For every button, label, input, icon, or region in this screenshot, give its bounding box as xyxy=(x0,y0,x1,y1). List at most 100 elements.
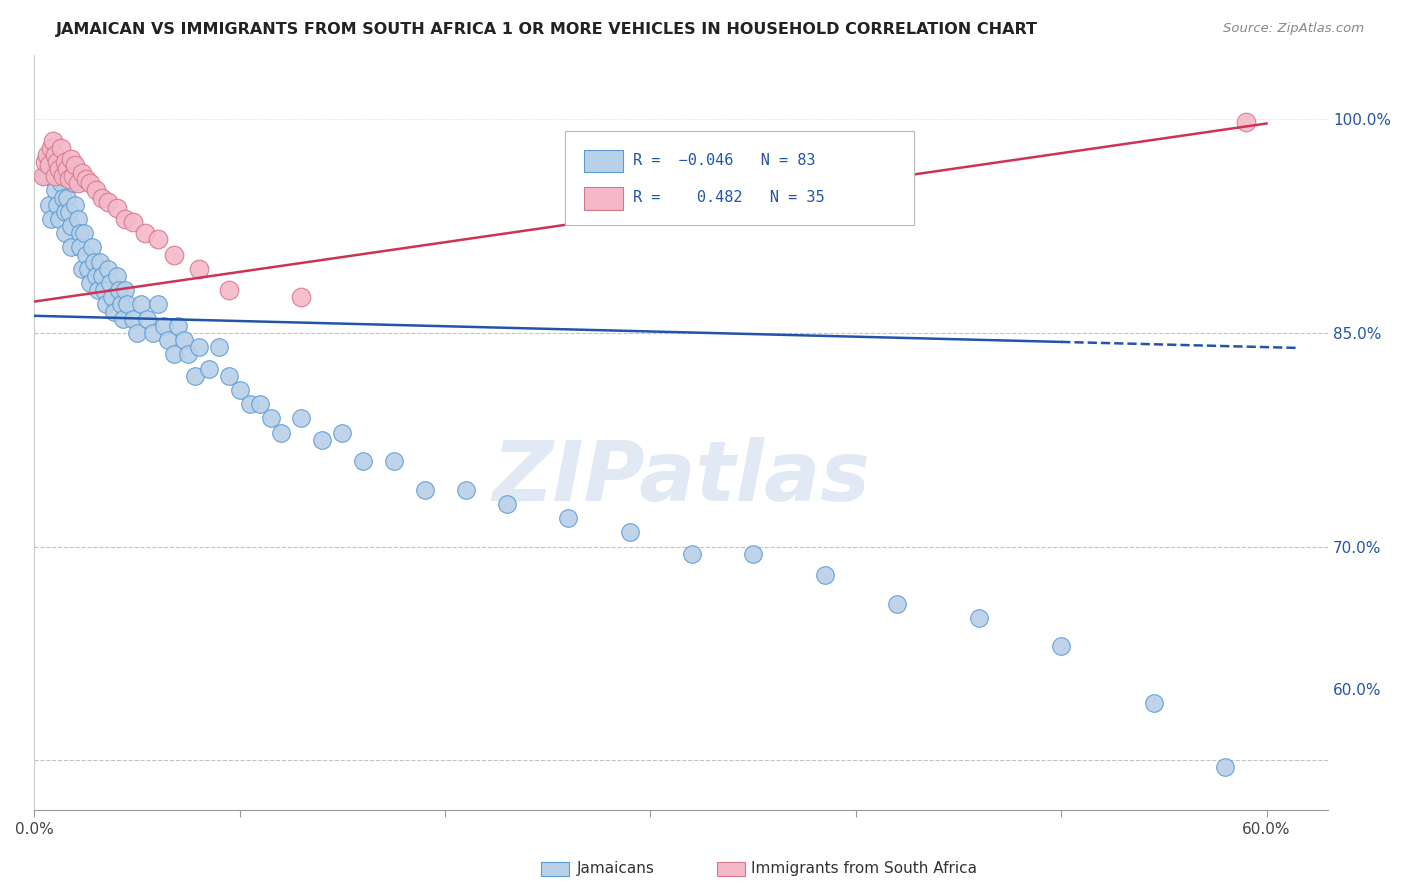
Point xyxy=(152,318,174,333)
Point xyxy=(84,268,107,283)
Point xyxy=(34,169,56,184)
Point xyxy=(98,276,121,290)
Point xyxy=(53,226,76,240)
Text: Jamaicans: Jamaicans xyxy=(576,862,654,876)
Point xyxy=(163,247,186,261)
Point xyxy=(187,340,209,354)
Point xyxy=(44,184,66,198)
Point xyxy=(39,211,62,226)
Point xyxy=(142,326,165,340)
Point xyxy=(619,525,641,540)
Point xyxy=(97,261,120,276)
Point xyxy=(107,283,129,297)
Point xyxy=(38,158,60,172)
Text: ZIPatlas: ZIPatlas xyxy=(492,437,870,518)
Point xyxy=(46,197,69,211)
Point xyxy=(44,169,66,184)
Point xyxy=(79,276,101,290)
Point xyxy=(79,177,101,191)
Point xyxy=(48,162,70,177)
Point xyxy=(742,547,765,561)
Point xyxy=(38,197,60,211)
Point xyxy=(886,597,908,611)
Point xyxy=(58,204,80,219)
Point xyxy=(49,141,72,155)
Point xyxy=(96,297,118,311)
Point xyxy=(66,211,89,226)
Text: R =  −0.046   N = 83: R = −0.046 N = 83 xyxy=(633,153,815,168)
Point xyxy=(62,177,84,191)
Point xyxy=(115,297,138,311)
Text: JAMAICAN VS IMMIGRANTS FROM SOUTH AFRICA 1 OR MORE VEHICLES IN HOUSEHOLD CORRELA: JAMAICAN VS IMMIGRANTS FROM SOUTH AFRICA… xyxy=(56,22,1038,37)
Point xyxy=(103,304,125,318)
Point xyxy=(60,240,83,254)
Point xyxy=(97,194,120,209)
Point xyxy=(259,411,281,425)
Point xyxy=(75,172,97,186)
Point xyxy=(111,311,134,326)
Point xyxy=(114,283,136,297)
Point xyxy=(173,333,195,347)
Point xyxy=(122,215,145,229)
Point xyxy=(495,497,517,511)
Point xyxy=(42,134,65,148)
Point xyxy=(146,232,169,246)
Point xyxy=(66,177,89,191)
Point xyxy=(31,169,53,184)
Point xyxy=(56,190,79,204)
Point xyxy=(167,318,190,333)
Point xyxy=(198,361,221,376)
Point xyxy=(35,148,58,162)
Point xyxy=(89,254,111,268)
Point xyxy=(39,141,62,155)
Point xyxy=(75,247,97,261)
Point xyxy=(44,169,66,184)
Point xyxy=(290,411,312,425)
Point xyxy=(1050,639,1073,653)
Point xyxy=(187,261,209,276)
Point xyxy=(62,169,84,184)
Point xyxy=(69,226,91,240)
Point xyxy=(681,547,703,561)
Point xyxy=(101,290,124,304)
FancyBboxPatch shape xyxy=(565,130,914,225)
Point xyxy=(93,283,115,297)
Point xyxy=(52,169,75,184)
Point xyxy=(34,155,56,169)
Point xyxy=(352,454,374,468)
Point xyxy=(91,268,114,283)
Point xyxy=(814,568,837,582)
Point xyxy=(136,311,159,326)
Point xyxy=(218,368,240,383)
Point xyxy=(83,254,105,268)
Point xyxy=(105,201,128,215)
Point xyxy=(76,261,98,276)
Point xyxy=(122,311,145,326)
Point xyxy=(87,283,110,297)
Point xyxy=(1142,696,1164,710)
Bar xyxy=(585,150,623,172)
Point xyxy=(311,433,333,447)
Point xyxy=(332,425,354,440)
Point xyxy=(967,611,990,625)
Point xyxy=(129,297,152,311)
Point xyxy=(58,172,80,186)
Point xyxy=(60,152,83,166)
Text: Source: ZipAtlas.com: Source: ZipAtlas.com xyxy=(1223,22,1364,36)
Point xyxy=(53,155,76,169)
Point xyxy=(60,219,83,233)
Point xyxy=(134,226,156,240)
Point xyxy=(1234,115,1257,129)
Point xyxy=(177,347,200,361)
Point xyxy=(163,347,186,361)
Point xyxy=(44,148,66,162)
Point xyxy=(125,326,148,340)
Bar xyxy=(585,187,623,210)
Point xyxy=(49,177,72,191)
Point xyxy=(105,268,128,283)
Point xyxy=(91,190,114,204)
Point xyxy=(56,162,79,177)
Point xyxy=(249,397,271,411)
Point xyxy=(454,483,477,497)
Point xyxy=(84,184,107,198)
